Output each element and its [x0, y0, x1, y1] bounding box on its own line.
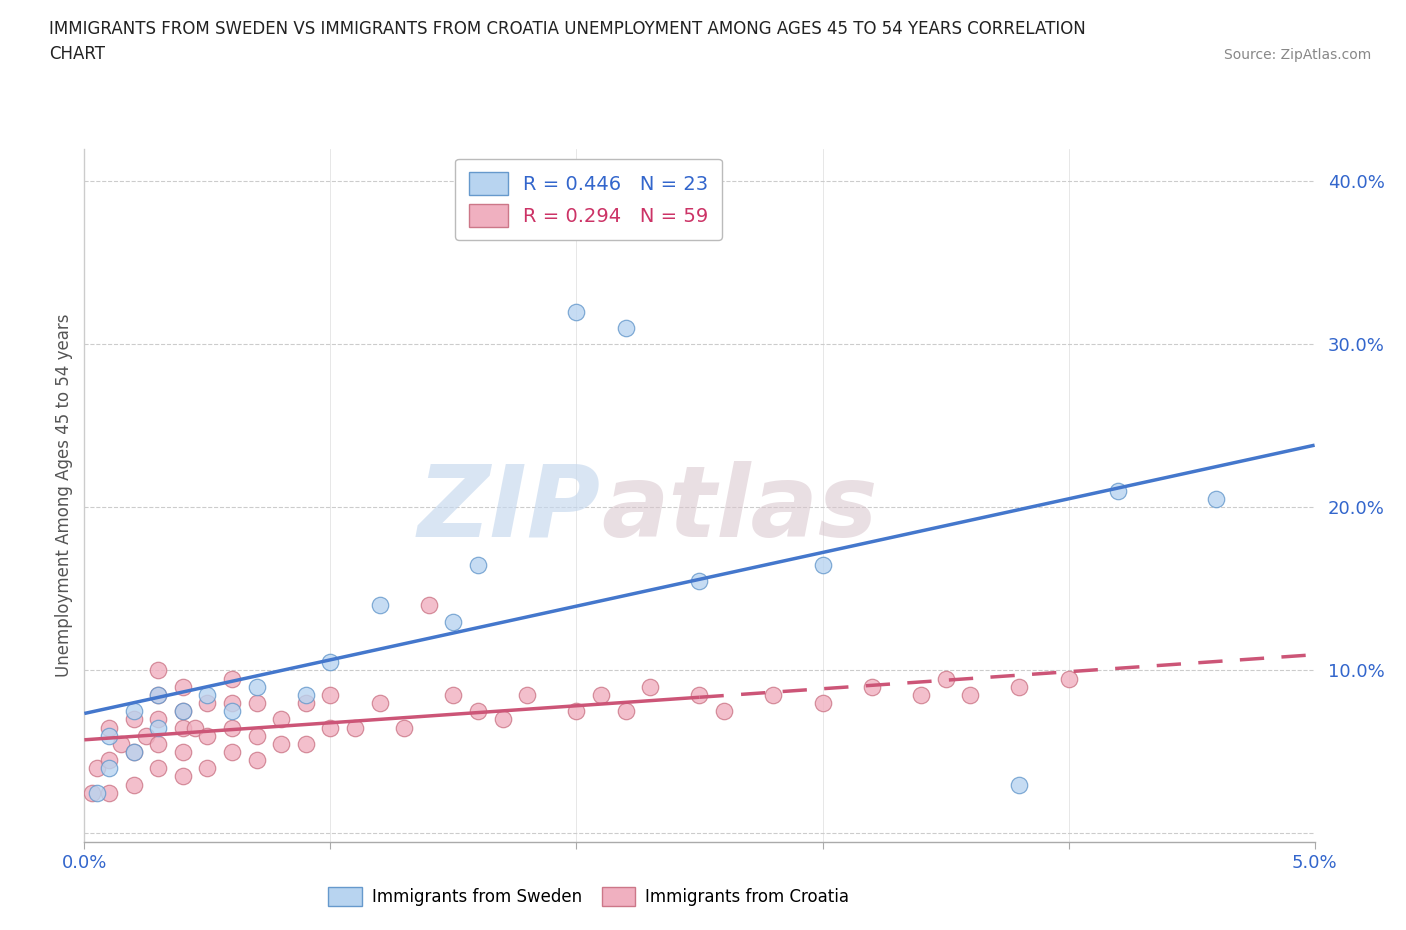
Point — [492, 712, 515, 727]
Point — [221, 671, 243, 686]
Point — [98, 728, 120, 743]
Point — [135, 728, 157, 743]
Point — [319, 720, 342, 735]
Point — [295, 696, 318, 711]
Point — [98, 785, 120, 800]
Point — [172, 679, 194, 694]
Point — [197, 761, 219, 776]
Point — [295, 687, 318, 702]
Legend: Immigrants from Sweden, Immigrants from Croatia: Immigrants from Sweden, Immigrants from … — [322, 881, 856, 913]
Point — [565, 304, 588, 319]
Point — [910, 687, 932, 702]
Point — [811, 557, 834, 572]
Point — [246, 752, 269, 767]
Point — [811, 696, 834, 711]
Text: ZIP: ZIP — [418, 460, 602, 558]
Point — [98, 752, 120, 767]
Point — [418, 598, 440, 613]
Point — [221, 720, 243, 735]
Point — [122, 704, 145, 719]
Point — [1205, 492, 1227, 507]
Point — [98, 761, 120, 776]
Point — [86, 785, 108, 800]
Point — [762, 687, 785, 702]
Point — [1008, 679, 1031, 694]
Point — [959, 687, 981, 702]
Point — [148, 712, 170, 727]
Point — [516, 687, 538, 702]
Point — [148, 761, 170, 776]
Point — [295, 737, 318, 751]
Point — [1107, 484, 1129, 498]
Point — [172, 704, 194, 719]
Point — [1057, 671, 1080, 686]
Point — [467, 704, 489, 719]
Point — [443, 614, 465, 629]
Text: Source: ZipAtlas.com: Source: ZipAtlas.com — [1223, 48, 1371, 62]
Point — [935, 671, 957, 686]
Point — [689, 574, 711, 589]
Point — [270, 737, 292, 751]
Point — [467, 557, 489, 572]
Text: CHART: CHART — [49, 45, 105, 62]
Point — [172, 745, 194, 760]
Point — [197, 728, 219, 743]
Point — [197, 687, 219, 702]
Point — [172, 720, 194, 735]
Point — [148, 687, 170, 702]
Point — [640, 679, 662, 694]
Point — [443, 687, 465, 702]
Point — [394, 720, 416, 735]
Point — [221, 704, 243, 719]
Point — [270, 712, 292, 727]
Y-axis label: Unemployment Among Ages 45 to 54 years: Unemployment Among Ages 45 to 54 years — [55, 313, 73, 677]
Point — [172, 769, 194, 784]
Point — [221, 745, 243, 760]
Point — [591, 687, 613, 702]
Point — [80, 785, 103, 800]
Point — [148, 663, 170, 678]
Point — [319, 687, 342, 702]
Point — [689, 687, 711, 702]
Point — [110, 737, 132, 751]
Point — [197, 696, 219, 711]
Point — [713, 704, 735, 719]
Point — [148, 720, 170, 735]
Point — [368, 696, 391, 711]
Point — [148, 687, 170, 702]
Point — [184, 720, 207, 735]
Point — [122, 777, 145, 792]
Point — [565, 704, 588, 719]
Point — [221, 696, 243, 711]
Point — [172, 704, 194, 719]
Point — [614, 704, 637, 719]
Point — [246, 679, 269, 694]
Point — [122, 712, 145, 727]
Point — [1008, 777, 1031, 792]
Point — [86, 761, 108, 776]
Text: IMMIGRANTS FROM SWEDEN VS IMMIGRANTS FROM CROATIA UNEMPLOYMENT AMONG AGES 45 TO : IMMIGRANTS FROM SWEDEN VS IMMIGRANTS FRO… — [49, 20, 1085, 38]
Point — [860, 679, 883, 694]
Point — [122, 745, 145, 760]
Point — [614, 321, 637, 336]
Point — [319, 655, 342, 670]
Point — [148, 737, 170, 751]
Point — [344, 720, 367, 735]
Point — [368, 598, 391, 613]
Point — [246, 696, 269, 711]
Point — [122, 745, 145, 760]
Text: atlas: atlas — [602, 460, 877, 558]
Point — [98, 720, 120, 735]
Point — [246, 728, 269, 743]
